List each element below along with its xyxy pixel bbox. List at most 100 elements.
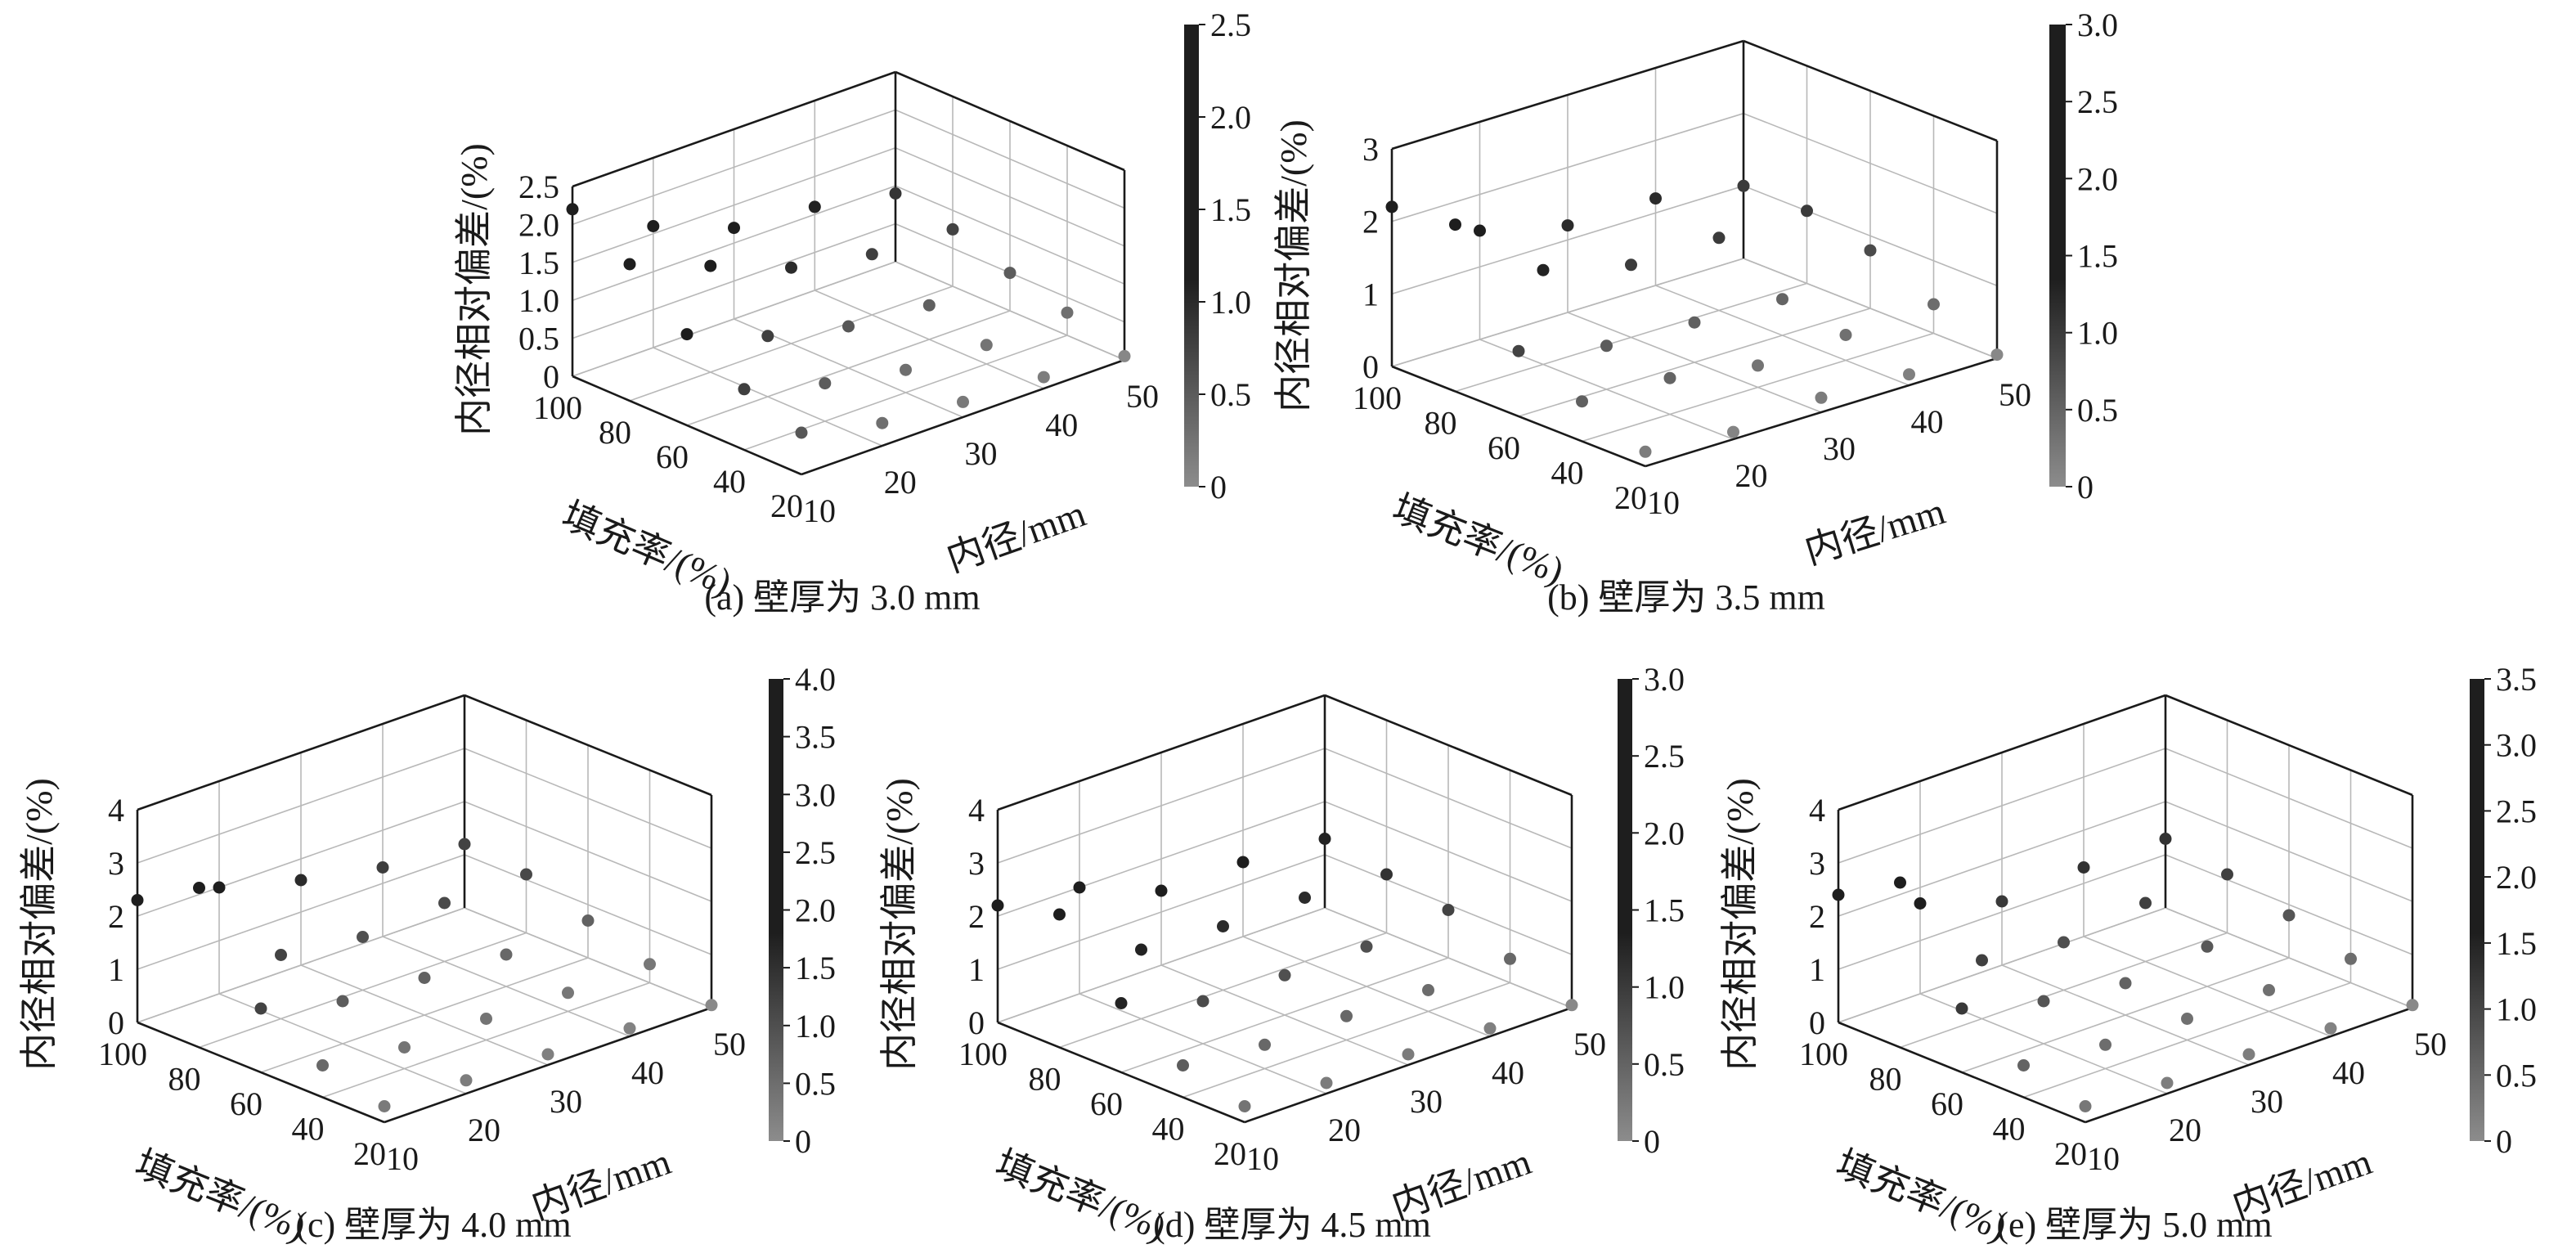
back-wall-gridline (137, 748, 465, 864)
colorbar-tick-label: 0 (795, 1123, 811, 1160)
x-tick-label: 20 (1328, 1112, 1361, 1148)
z-tick-label: 2 (1362, 204, 1379, 240)
data-point (2139, 896, 2152, 910)
data-point (458, 838, 471, 851)
box-edge (895, 70, 1125, 172)
y-axis-title: 填充率/(%) (990, 1143, 1172, 1249)
colorbar-tick-label: 0.5 (795, 1065, 836, 1102)
data-point (1903, 368, 1915, 381)
data-point (761, 330, 774, 343)
z-tick-label: 4 (968, 792, 985, 829)
colorbar-tick-label: 1.5 (2077, 238, 2118, 275)
x-axis-line (801, 358, 1125, 476)
y-axis-title: 填充率/(%) (1387, 487, 1569, 592)
floor-gridline (199, 932, 527, 1049)
side-wall-gridline (2165, 907, 2413, 1009)
floor-gridline (1582, 332, 1934, 443)
data-point (2221, 868, 2233, 881)
back-wall-gridline (572, 222, 896, 339)
x-tick-label: 50 (1999, 376, 2031, 413)
data-point (2037, 995, 2050, 1008)
x-tick-label: 10 (803, 492, 836, 529)
colorbar-tick-label: 1.0 (2496, 991, 2537, 1028)
x-tick-label: 40 (2332, 1054, 2365, 1091)
x-tick-label: 50 (713, 1026, 746, 1063)
data-point (1155, 884, 1168, 897)
z-tick-label: 1 (1809, 951, 1825, 988)
data-point (785, 261, 797, 274)
data-point (378, 1100, 391, 1112)
data-point (1380, 868, 1393, 881)
data-point (1832, 888, 1845, 901)
data-point (541, 1048, 554, 1061)
colorbar-tick-label: 3.0 (795, 776, 836, 813)
colorbar-tick-label: 0.5 (2077, 392, 2118, 429)
colorbar-tick-label: 2.0 (2496, 859, 2537, 896)
back-wall-gridline (572, 185, 896, 301)
data-point (1061, 306, 1074, 319)
z-tick-label: 3 (968, 845, 985, 882)
data-point (795, 426, 808, 439)
data-point (2099, 1038, 2112, 1051)
subplot-caption: (e) 壁厚为 5.0 mm (1996, 1205, 2272, 1245)
x-tick-label: 10 (2087, 1140, 2120, 1177)
side-wall-gridline (2165, 748, 2413, 849)
data-point (398, 1041, 411, 1054)
subplot-caption: (c) 壁厚为 4.0 mm (295, 1205, 571, 1245)
data-point (889, 187, 902, 200)
floor-gridline (322, 982, 650, 1099)
data-point (1928, 298, 1940, 311)
colorbar-tick-label: 3.0 (2496, 727, 2537, 764)
back-wall-gridline (572, 147, 896, 263)
data-point (131, 894, 144, 906)
z-tick-label: 0 (1809, 1004, 1825, 1041)
x-tick-label: 20 (1735, 457, 1768, 494)
y-axis-title: 填充率/(%) (1830, 1143, 2013, 1249)
x-tick-label: 30 (550, 1083, 582, 1120)
data-point (1320, 1076, 1333, 1090)
data-point (1688, 316, 1701, 329)
x-axis-title: 内径/mm (1800, 490, 1950, 573)
colorbar-tick-label: 1.0 (1210, 284, 1251, 321)
colorbar-tick-label: 3.0 (1644, 661, 1685, 698)
data-point (438, 896, 451, 910)
z-axis-title: 内径相对偏差/(%) (18, 778, 60, 1071)
data-point (2159, 833, 2172, 845)
colorbar-tick-label: 2.5 (1644, 738, 1685, 775)
box-edge (2165, 694, 2413, 797)
z-tick-label: 0 (1362, 348, 1379, 385)
colorbar-tick-label: 1.5 (795, 950, 836, 986)
data-point (418, 972, 431, 984)
back-wall-gridline (997, 854, 1326, 970)
y-tick-label: 60 (656, 438, 689, 475)
y-tick-label: 80 (1869, 1061, 1902, 1098)
floor-gridline (1059, 932, 1387, 1049)
z-tick-label: 4 (108, 792, 124, 829)
y-axis-line (997, 1021, 1245, 1124)
data-point (1422, 984, 1434, 996)
x-tick-label: 40 (1911, 403, 1944, 440)
z-tick-label: 2 (108, 898, 124, 935)
data-point (562, 986, 574, 1000)
y-tick-label: 80 (599, 414, 631, 451)
data-point (193, 882, 205, 894)
colorbar-tick-label: 2.0 (1210, 99, 1251, 136)
data-point (376, 861, 389, 874)
colorbar-tick-label: 1.5 (1644, 892, 1685, 929)
x-tick-label: 30 (965, 435, 998, 472)
y-tick-label: 80 (1029, 1061, 1061, 1098)
y-tick-label: 80 (1425, 405, 1457, 442)
data-point (991, 899, 1004, 912)
data-point (2079, 1100, 2092, 1112)
data-point (2161, 1076, 2174, 1090)
floor-gridline (1455, 282, 1807, 393)
data-point (1914, 897, 1927, 910)
data-point (1118, 349, 1131, 362)
z-tick-label: 4 (1809, 792, 1825, 829)
floor-gridline (260, 957, 589, 1073)
z-tick-label: 1.5 (518, 245, 559, 281)
y-axis-line (572, 375, 802, 476)
data-point (1053, 908, 1066, 921)
floor-gridline (686, 310, 1011, 426)
colorbar-tick-label: 4.0 (795, 661, 836, 698)
